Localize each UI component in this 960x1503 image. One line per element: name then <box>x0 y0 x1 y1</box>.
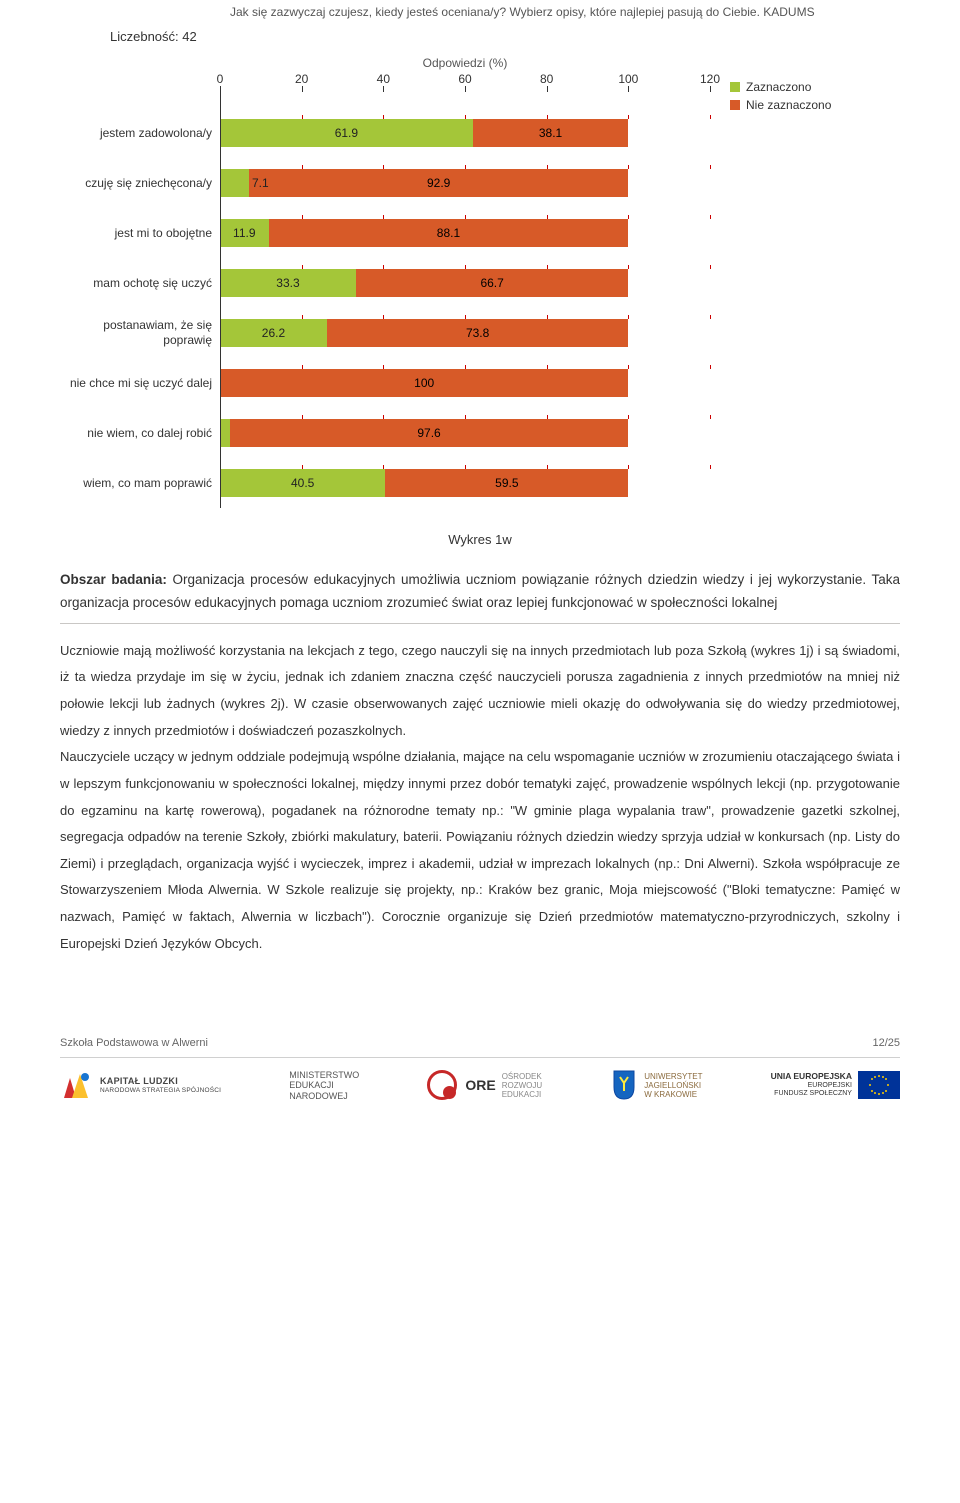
page-footer: Szkoła Podstawowa w Alwerni 12/25 <box>60 1037 900 1057</box>
row-bars: 7.192.9 <box>220 169 710 197</box>
legend-item: Zaznaczono <box>730 80 831 94</box>
logo-ore: ORE OŚRODEK ROZWOJU EDUKACJI <box>427 1070 542 1100</box>
chart-row: czuję się zniechęcona/y7.192.9 <box>60 158 710 208</box>
bar-segment-green: 11.9 <box>220 219 269 247</box>
bar-segment-orange: 38.1 <box>473 119 629 147</box>
row-label: czuję się zniechęcona/y <box>60 176 220 190</box>
axis-tick: 80 <box>540 72 553 86</box>
bar-segment-orange: 97.6 <box>230 419 629 447</box>
axis-tick: 120 <box>700 72 720 86</box>
logo-bar: KAPITAŁ LUDZKI NARODOWA STRATEGIA SPÓJNO… <box>60 1057 900 1102</box>
bar-segment-orange: 100 <box>220 369 628 397</box>
chart-plot: Odpowiedzi (%) 020406080100120 jestem za… <box>60 56 710 508</box>
logo-eu: UNIA EUROPEJSKA EUROPEJSKI FUNDUSZ SPOŁE… <box>771 1071 900 1099</box>
kapital-icon <box>60 1068 94 1102</box>
bar-segment-green: 61.9 <box>220 119 473 147</box>
chart-row: jest mi to obojętne11.988.1 <box>60 208 710 258</box>
axis-tick: 20 <box>295 72 308 86</box>
row-bars: 40.559.5 <box>220 469 710 497</box>
axis-tick: 40 <box>377 72 390 86</box>
chart-row: nie wiem, co dalej robić 97.6 <box>60 408 710 458</box>
ore-icon <box>427 1070 457 1100</box>
legend-swatch <box>730 82 740 92</box>
divider <box>60 623 900 624</box>
chart-count: Liczebność: 42 <box>110 29 900 44</box>
row-label: nie chce mi się uczyć dalej <box>60 376 220 390</box>
bar-segment-orange: 92.9 <box>249 169 628 197</box>
axis-ticks: 020406080100120 <box>220 72 710 90</box>
legend-label: Nie zaznaczono <box>746 98 831 112</box>
row-label: wiem, co mam poprawić <box>60 476 220 490</box>
legend-label: Zaznaczono <box>746 80 811 94</box>
chart-legend: Zaznaczono Nie zaznaczono <box>730 80 831 116</box>
axis-title: Odpowiedzi (%) <box>220 56 710 70</box>
chart-row: mam ochotę się uczyć33.366.7 <box>60 258 710 308</box>
chart-caption: Wykres 1w <box>60 532 900 547</box>
chart-row: nie chce mi się uczyć dalej100 <box>60 358 710 408</box>
chart-row: wiem, co mam poprawić40.559.5 <box>60 458 710 508</box>
bar-segment-orange: 88.1 <box>269 219 629 247</box>
row-bars: 97.6 <box>220 419 710 447</box>
heading-rest: Organizacja procesów edukacyjnych umożli… <box>60 572 900 610</box>
chart-row: jestem zadowolona/y61.938.1 <box>60 108 710 158</box>
row-bars: 100 <box>220 369 710 397</box>
axis-tick: 0 <box>217 72 224 86</box>
row-label: jestem zadowolona/y <box>60 126 220 140</box>
bar-segment-green: 26.2 <box>220 319 327 347</box>
row-bars: 33.366.7 <box>220 269 710 297</box>
bar-segment-orange: 66.7 <box>356 269 628 297</box>
row-label: mam ochotę się uczyć <box>60 276 220 290</box>
logo-kapital-ludzki: KAPITAŁ LUDZKI NARODOWA STRATEGIA SPÓJNO… <box>60 1068 221 1102</box>
chart-rows: jestem zadowolona/y61.938.1czuję się zni… <box>60 108 710 508</box>
bar-segment-orange: 59.5 <box>385 469 628 497</box>
body-text: Uczniowie mają możliwość korzystania na … <box>60 638 900 958</box>
survey-chart: Jak się zazwyczaj czujesz, kiedy jesteś … <box>60 4 900 508</box>
section-heading: Obszar badania: Organizacja procesów edu… <box>60 569 900 615</box>
heading-bold: Obszar badania: <box>60 572 167 587</box>
logo-men: MINISTERSTWO EDUKACJI NARODOWEJ <box>289 1070 359 1101</box>
row-label: nie wiem, co dalej robić <box>60 426 220 440</box>
bar-segment-green: 40.5 <box>220 469 385 497</box>
axis-tick: 60 <box>458 72 471 86</box>
chart-question: Jak się zazwyczaj czujesz, kiedy jesteś … <box>230 4 900 21</box>
logo-uj: UNIWERSYTET JAGIELLOŃSKI W KRAKOWIE <box>610 1069 702 1101</box>
bar-segment-green: 7.1 <box>220 169 249 197</box>
bar-segment-green: 33.3 <box>220 269 356 297</box>
row-label: postanawiam, że się poprawię <box>60 318 220 347</box>
uj-crest-icon <box>610 1069 638 1101</box>
bar-segment-green <box>220 419 230 447</box>
bar-segment-orange: 73.8 <box>327 319 628 347</box>
chart-row: postanawiam, że się poprawię26.273.8 <box>60 308 710 358</box>
row-label: jest mi to obojętne <box>60 226 220 240</box>
row-bars: 61.938.1 <box>220 119 710 147</box>
row-bars: 11.988.1 <box>220 219 710 247</box>
row-bars: 26.273.8 <box>220 319 710 347</box>
footer-right: 12/25 <box>872 1037 900 1049</box>
eu-flag-icon <box>858 1071 900 1099</box>
legend-item: Nie zaznaczono <box>730 98 831 112</box>
footer-left: Szkoła Podstawowa w Alwerni <box>60 1037 208 1049</box>
legend-swatch <box>730 100 740 110</box>
axis-tick: 100 <box>618 72 638 86</box>
